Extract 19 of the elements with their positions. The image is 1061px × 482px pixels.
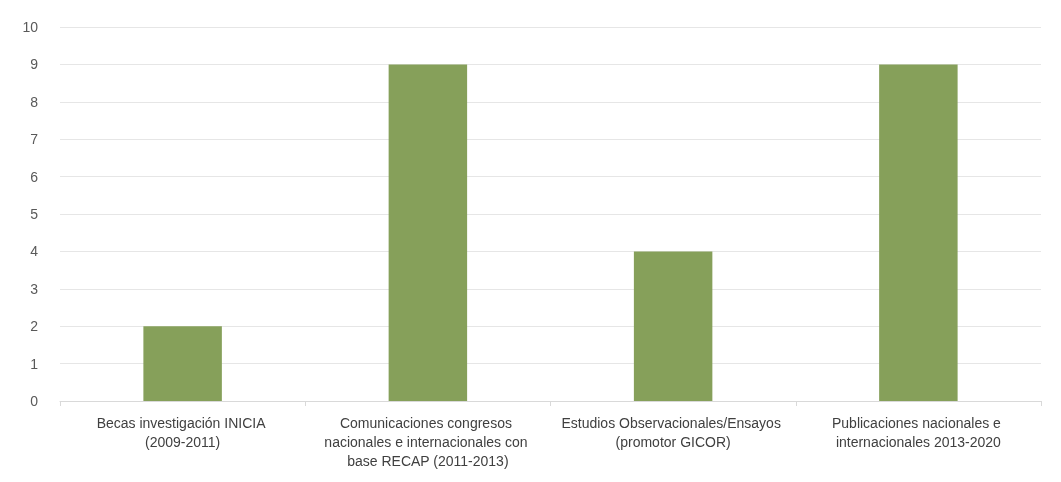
y-tick-label: 2 <box>30 318 39 335</box>
bar <box>633 251 713 401</box>
y-tick-label: 9 <box>30 56 39 73</box>
y-tick-label: 0 <box>30 393 39 409</box>
x-tick-label: Becas investigación INICIA (2009-2011) <box>96 414 269 450</box>
y-tick-label: 10 <box>22 19 39 35</box>
x-tick-label: Publicaciones nacionales e internacionales 2013-2020 <box>831 414 1005 450</box>
y-tick-label: 7 <box>30 131 39 148</box>
y-tick-label: 4 <box>30 243 39 260</box>
bar <box>879 64 958 401</box>
y-tick-label: 6 <box>30 168 39 185</box>
x-tick-label: Comunicaciones congresos nacionales e internacionales con base RECAP (2011-2013) <box>324 414 532 469</box>
y-tick-label: 8 <box>30 93 39 110</box>
x-tick-label: Estudios Observacionales/Ensayos (promotor GICOR) <box>561 414 785 450</box>
bar <box>143 326 222 401</box>
y-tick-label: 5 <box>30 206 39 222</box>
y-tick-label: 3 <box>30 280 39 297</box>
y-tick-label: 1 <box>30 355 39 372</box>
bar <box>388 64 468 401</box>
